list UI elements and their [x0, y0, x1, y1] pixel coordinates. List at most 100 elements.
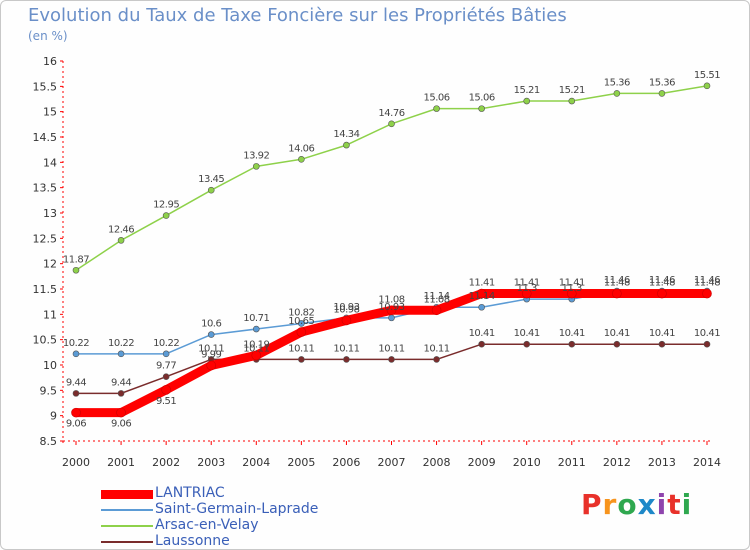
data-point	[298, 356, 305, 363]
data-point	[162, 350, 170, 358]
data-point	[72, 350, 80, 358]
data-point	[613, 340, 621, 348]
data-label: 10.41	[649, 328, 675, 339]
data-label: 11.14	[469, 291, 495, 302]
x-tick-label: 2002	[152, 456, 180, 469]
data-point	[431, 305, 442, 316]
data-label: 15.36	[604, 77, 630, 88]
data-point	[161, 385, 171, 395]
chart-subtitle: (en %)	[28, 29, 68, 43]
data-point	[658, 90, 666, 97]
data-point	[703, 340, 711, 348]
data-point	[162, 212, 170, 219]
data-label: 11.41	[559, 278, 585, 289]
data-point	[72, 390, 80, 397]
x-tick-label: 2003	[197, 456, 225, 469]
x-tick-label: 2005	[287, 456, 315, 469]
data-label: 9.99	[201, 350, 221, 361]
y-tick-label: 10	[43, 359, 57, 372]
data-label: 15.06	[469, 93, 495, 104]
y-tick-label: 13.5	[33, 182, 58, 195]
data-label: 11.41	[514, 278, 540, 289]
data-point	[703, 82, 711, 90]
y-tick-label: 15	[43, 106, 57, 119]
y-tick-label: 9	[50, 410, 57, 423]
data-label: 14.06	[288, 143, 314, 154]
data-label: 11.3	[517, 283, 537, 294]
data-label: 10.11	[288, 343, 314, 354]
legend-label: Saint-Germain-Laprade	[155, 501, 319, 517]
data-label: 15.21	[559, 85, 585, 96]
data-point	[478, 105, 485, 112]
y-tick-label: 11	[43, 308, 57, 321]
legend-swatch	[101, 509, 153, 511]
logo-letter: P	[581, 488, 603, 521]
x-tick-label: 2009	[468, 456, 496, 469]
data-point	[252, 325, 260, 333]
y-tick-label: 12	[43, 258, 57, 271]
data-point	[117, 390, 125, 397]
x-tick-label: 2006	[332, 456, 360, 469]
data-point	[343, 356, 350, 363]
data-label: 10.11	[198, 343, 224, 354]
data-point	[657, 288, 667, 299]
data-label: 9.51	[156, 396, 176, 407]
data-label: 10.41	[604, 328, 630, 339]
data-label: 9.77	[156, 361, 176, 372]
data-label: 13.92	[243, 150, 269, 161]
data-label: 11.14	[424, 291, 450, 302]
logo-letter: x	[637, 488, 657, 521]
logo-letter: i	[656, 488, 668, 521]
y-tick-label: 12.5	[33, 232, 58, 245]
data-label: 10.65	[288, 316, 314, 327]
data-label: 14.34	[333, 129, 359, 140]
logo-letter: r	[602, 488, 618, 521]
x-tick-label: 2014	[693, 456, 721, 469]
logo-letter: i	[681, 488, 693, 521]
data-label: 9.06	[66, 419, 86, 430]
data-point	[658, 340, 666, 348]
data-label: 10.98	[333, 304, 359, 315]
y-tick-label: 9.5	[40, 384, 58, 397]
data-point	[568, 97, 576, 105]
data-point	[207, 186, 215, 194]
data-point	[478, 303, 485, 311]
legend-label: Laussonne	[155, 533, 230, 549]
legend-swatch	[101, 489, 153, 499]
data-label: 11.46	[649, 275, 675, 286]
data-point	[612, 288, 622, 299]
data-label: 15.06	[424, 93, 450, 104]
data-label: 9.44	[66, 377, 86, 388]
data-label: 10.82	[288, 307, 314, 318]
legend-swatch	[101, 541, 153, 543]
legend-label: Arsac-en-Velay	[155, 517, 259, 533]
data-point	[71, 407, 81, 418]
data-label: 15.51	[694, 70, 720, 81]
data-point	[433, 105, 440, 112]
data-point	[613, 90, 621, 97]
data-label: 14.76	[378, 108, 404, 119]
data-point	[566, 288, 577, 299]
data-point	[341, 315, 352, 326]
x-tick-label: 2008	[423, 456, 451, 469]
data-label: 11.41	[469, 278, 495, 289]
y-tick-label: 14	[43, 156, 57, 169]
data-label: 10.71	[243, 313, 269, 324]
data-label: 11.46	[694, 275, 720, 286]
data-point	[521, 288, 532, 299]
chart-title: Evolution du Taux de Taxe Foncière sur l…	[28, 5, 567, 26]
data-label: 10.93	[378, 302, 404, 313]
proxiti-logo: Proxiti	[581, 488, 692, 521]
x-tick-label: 2012	[603, 456, 631, 469]
x-tick-label: 2011	[558, 456, 586, 469]
data-point	[116, 407, 126, 418]
data-point	[162, 373, 170, 380]
data-label: 11.87	[63, 254, 89, 265]
y-tick-label: 13	[43, 207, 57, 220]
data-label: 9.44	[111, 377, 131, 388]
data-point	[523, 97, 531, 105]
data-label: 12.95	[153, 200, 179, 211]
data-point	[206, 360, 217, 371]
